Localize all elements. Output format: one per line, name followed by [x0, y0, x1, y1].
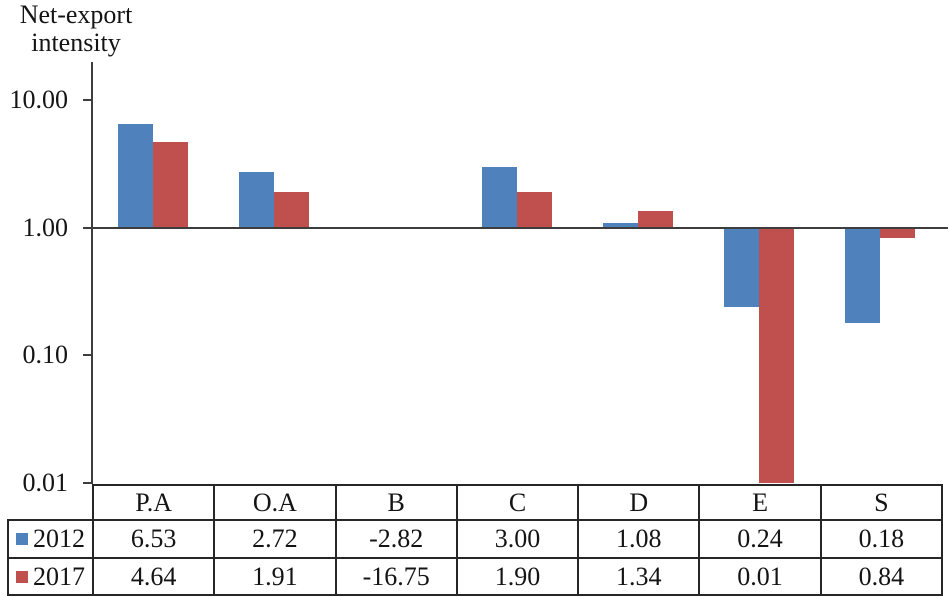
- y-axis-title-line1: Net-export: [19, 0, 133, 29]
- bar-2017-d: [638, 211, 673, 227]
- bar-2017-oa: [274, 192, 309, 228]
- table-header-cell: B: [334, 484, 458, 521]
- bar-2017-e: [759, 228, 794, 483]
- data-table: P.A O.A B C D E S 2012 6.53 2.72 -2.82 3.00 1.08 0.24…: [7, 484, 943, 596]
- y-axis-line: [91, 62, 93, 484]
- table-header-cell: D: [577, 484, 701, 521]
- table-value-cell: 0.84: [819, 557, 943, 596]
- bar-2017-c: [517, 192, 552, 228]
- legend-color-swatch-2012: [16, 533, 28, 546]
- table-value-cell: -2.82: [334, 519, 458, 559]
- table-value-cell: 1.90: [455, 557, 580, 596]
- y-axis-title: Net-export intensity: [2, 1, 150, 57]
- y-axis-tick-label: 10.00: [9, 85, 69, 114]
- table-corner-blank: [8, 485, 93, 520]
- bar-2012-c: [482, 167, 517, 228]
- legend-cell-2012: 2012: [7, 519, 94, 559]
- y-axis-tick-label: 1.00: [22, 213, 69, 242]
- bar-2017-s: [880, 228, 915, 238]
- y-axis-tick-label: 0.10: [22, 340, 69, 369]
- bar-2012-e: [724, 228, 759, 307]
- bar-2012-oa: [239, 172, 274, 227]
- table-header-cell: S: [819, 484, 943, 521]
- table-value-cell: 0.18: [819, 519, 943, 559]
- bar-2012-s: [845, 228, 880, 323]
- table-header-cell: O.A: [213, 484, 337, 521]
- table-value-cell: 3.00: [455, 519, 580, 559]
- table-value-cell: 1.08: [577, 519, 701, 559]
- table-value-cell: 6.53: [91, 519, 216, 559]
- legend-cell-2017: 2017: [7, 557, 94, 596]
- y-axis-tick: [83, 99, 93, 101]
- legend-color-swatch-2017: [16, 570, 28, 583]
- table-header-cell: P.A: [91, 484, 216, 521]
- table-header-cell: C: [455, 484, 580, 521]
- bar-2012-pa: [118, 124, 153, 228]
- table-value-cell: 1.91: [213, 557, 337, 596]
- table-value-cell: 4.64: [91, 557, 216, 596]
- table-value-cell: 0.01: [698, 557, 822, 596]
- y-axis-tick: [83, 354, 93, 356]
- table-value-cell: 1.34: [577, 557, 701, 596]
- y-axis-tick-label: 0.01: [22, 468, 69, 497]
- legend-year-label: 2017: [33, 561, 85, 591]
- bar-2012-d: [603, 223, 638, 227]
- legend-year-label: 2012: [33, 524, 85, 553]
- y-axis-title-line2: intensity: [31, 28, 121, 57]
- x-baseline: [83, 227, 948, 229]
- table-header-cell: E: [698, 484, 822, 521]
- bar-2017-pa: [153, 142, 188, 227]
- table-value-cell: -16.75: [334, 557, 458, 596]
- y-axis-tick: [83, 482, 93, 484]
- table-value-cell: 2.72: [213, 519, 337, 559]
- table-value-cell: 0.24: [698, 519, 822, 559]
